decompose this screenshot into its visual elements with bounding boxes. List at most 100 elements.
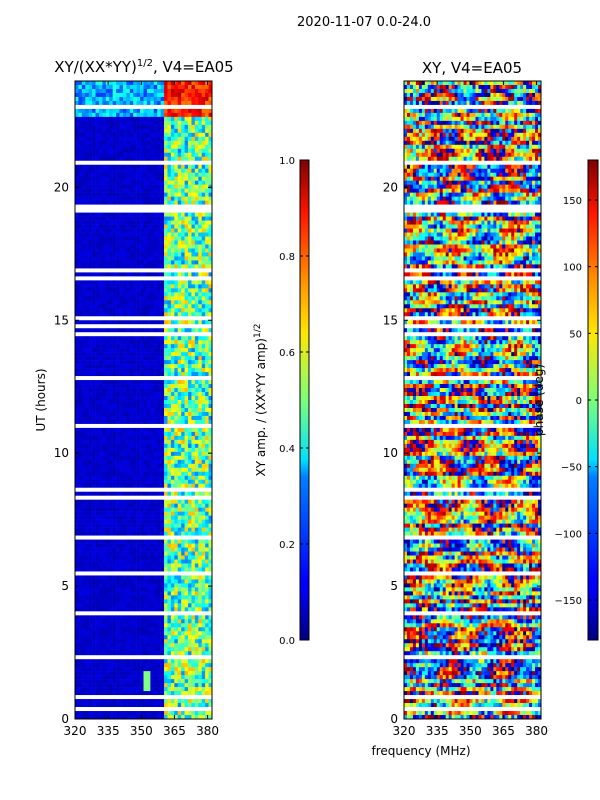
left-heatmap-cell bbox=[105, 176, 110, 181]
left-heatmap-cell bbox=[170, 336, 175, 341]
left-heatmap-cell bbox=[205, 136, 209, 142]
left-heatmap-cell bbox=[102, 172, 107, 177]
left-heatmap-cell bbox=[188, 388, 192, 393]
left-heatmap-cell bbox=[160, 356, 165, 361]
left-heatmap-cell bbox=[174, 635, 179, 640]
left-heatmap-cell bbox=[150, 623, 155, 628]
left-heatmap-cell bbox=[95, 244, 100, 249]
left-heatmap-cell bbox=[205, 447, 209, 453]
left-heatmap-cell bbox=[146, 188, 151, 193]
left-heatmap-cell bbox=[78, 100, 83, 106]
left-heatmap-cell bbox=[150, 427, 155, 433]
left-heatmap-cell bbox=[85, 88, 89, 94]
left-heatmap-cell bbox=[88, 92, 93, 98]
left-heatmap-cell bbox=[188, 212, 192, 217]
left-heatmap-cell bbox=[157, 220, 161, 225]
left-heatmap-cell bbox=[153, 539, 158, 544]
left-heatmap-cell bbox=[140, 599, 144, 604]
left-heatmap-cell bbox=[98, 264, 103, 269]
left-heatmap-cell bbox=[205, 172, 209, 177]
left-heatmap-cell bbox=[143, 100, 148, 106]
left-heatmap-cell bbox=[85, 100, 89, 106]
left-heatmap-cell bbox=[122, 200, 127, 205]
left-heatmap-cell bbox=[170, 467, 175, 473]
left-heatmap-cell bbox=[81, 252, 86, 257]
left-heatmap-cell bbox=[109, 392, 113, 397]
left-heatmap-cell bbox=[167, 360, 172, 365]
left-heatmap-cell bbox=[136, 607, 141, 612]
left-heatmap-cell bbox=[95, 439, 100, 445]
left-heatmap-cell bbox=[126, 539, 131, 544]
left-heatmap-cell bbox=[92, 144, 96, 150]
left-heatmap-cell bbox=[160, 352, 165, 357]
left-heatmap-cell bbox=[136, 184, 141, 189]
left-heatmap-cell bbox=[188, 252, 192, 257]
left-heatmap-cell bbox=[92, 567, 96, 572]
left-heatmap-cell bbox=[75, 372, 79, 377]
left-heatmap-cell bbox=[194, 475, 199, 481]
left-heatmap-cell bbox=[174, 623, 179, 628]
left-heatmap-cell bbox=[150, 144, 155, 150]
left-heatmap-cell bbox=[205, 92, 209, 98]
left-heatmap-cell bbox=[116, 100, 120, 106]
left-heatmap-cell bbox=[112, 120, 117, 126]
left-heatmap-cell bbox=[140, 152, 144, 158]
left-heatmap-cell bbox=[78, 511, 83, 516]
left-heatmap-cell bbox=[184, 244, 189, 249]
left-heatmap-cell bbox=[143, 435, 148, 441]
left-heatmap-cell bbox=[198, 483, 203, 489]
left-heatmap-cell bbox=[140, 136, 144, 142]
left-heatmap-cell bbox=[109, 559, 113, 564]
left-heatmap-cell bbox=[119, 539, 124, 544]
left-heatmap-cell bbox=[78, 284, 83, 289]
left-heatmap-cell bbox=[119, 507, 124, 512]
left-heatmap-cell bbox=[143, 360, 148, 365]
left-heatmap-cell bbox=[184, 84, 189, 90]
left-heatmap-cell bbox=[122, 220, 127, 225]
left-heatmap-cell bbox=[133, 431, 137, 437]
left-heatmap-cell bbox=[184, 392, 189, 397]
left-heatmap-cell bbox=[98, 384, 103, 389]
left-heatmap-cell bbox=[177, 439, 182, 445]
left-heatmap-cell bbox=[174, 396, 179, 401]
left-heatmap-cell bbox=[122, 467, 127, 473]
left-heatmap-cell bbox=[150, 479, 155, 485]
left-heatmap-cell bbox=[75, 244, 79, 249]
left-heatmap-cell bbox=[174, 81, 179, 86]
left-heatmap-cell bbox=[122, 128, 127, 134]
left-heatmap-cell bbox=[129, 507, 134, 512]
left-heatmap-cell bbox=[105, 579, 110, 584]
left-heatmap-cell bbox=[181, 124, 185, 130]
left-heatmap-cell bbox=[78, 81, 83, 86]
left-heatmap-cell bbox=[181, 515, 185, 520]
left-heatmap-cell bbox=[167, 523, 172, 528]
left-heatmap-cell bbox=[153, 368, 158, 373]
left-heatmap-cell bbox=[191, 388, 196, 393]
left-heatmap-cell bbox=[116, 188, 120, 193]
left-heatmap-cell bbox=[78, 547, 83, 552]
left-heatmap-cell bbox=[160, 100, 165, 106]
left-heatmap-cell bbox=[150, 180, 155, 185]
left-heatmap-cell bbox=[95, 232, 100, 237]
left-heatmap-cell bbox=[81, 140, 86, 146]
left-heatmap-cell bbox=[194, 579, 199, 584]
left-heatmap-cell bbox=[75, 471, 79, 477]
left-heatmap-cell bbox=[88, 579, 93, 584]
left-heatmap-cell bbox=[112, 328, 117, 333]
left-heatmap-cell bbox=[177, 320, 182, 325]
left-heatmap-cell bbox=[122, 591, 127, 596]
left-heatmap-cell bbox=[191, 348, 196, 353]
left-heatmap-cell bbox=[153, 380, 158, 385]
left-heatmap-cell bbox=[181, 364, 185, 369]
left-heatmap-cell bbox=[116, 212, 120, 217]
left-heatmap-cell bbox=[174, 483, 179, 489]
left-heatmap-cell bbox=[122, 615, 127, 620]
left-heatmap-cell bbox=[157, 232, 161, 237]
left-heatmap-cell bbox=[184, 507, 189, 512]
left-heatmap-cell bbox=[88, 340, 93, 345]
left-heatmap-cell bbox=[201, 463, 206, 469]
left-heatmap-cell bbox=[109, 144, 113, 150]
left-heatmap-cell bbox=[133, 519, 137, 524]
left-heatmap-cell bbox=[85, 284, 89, 289]
left-heatmap-cell bbox=[98, 224, 103, 229]
